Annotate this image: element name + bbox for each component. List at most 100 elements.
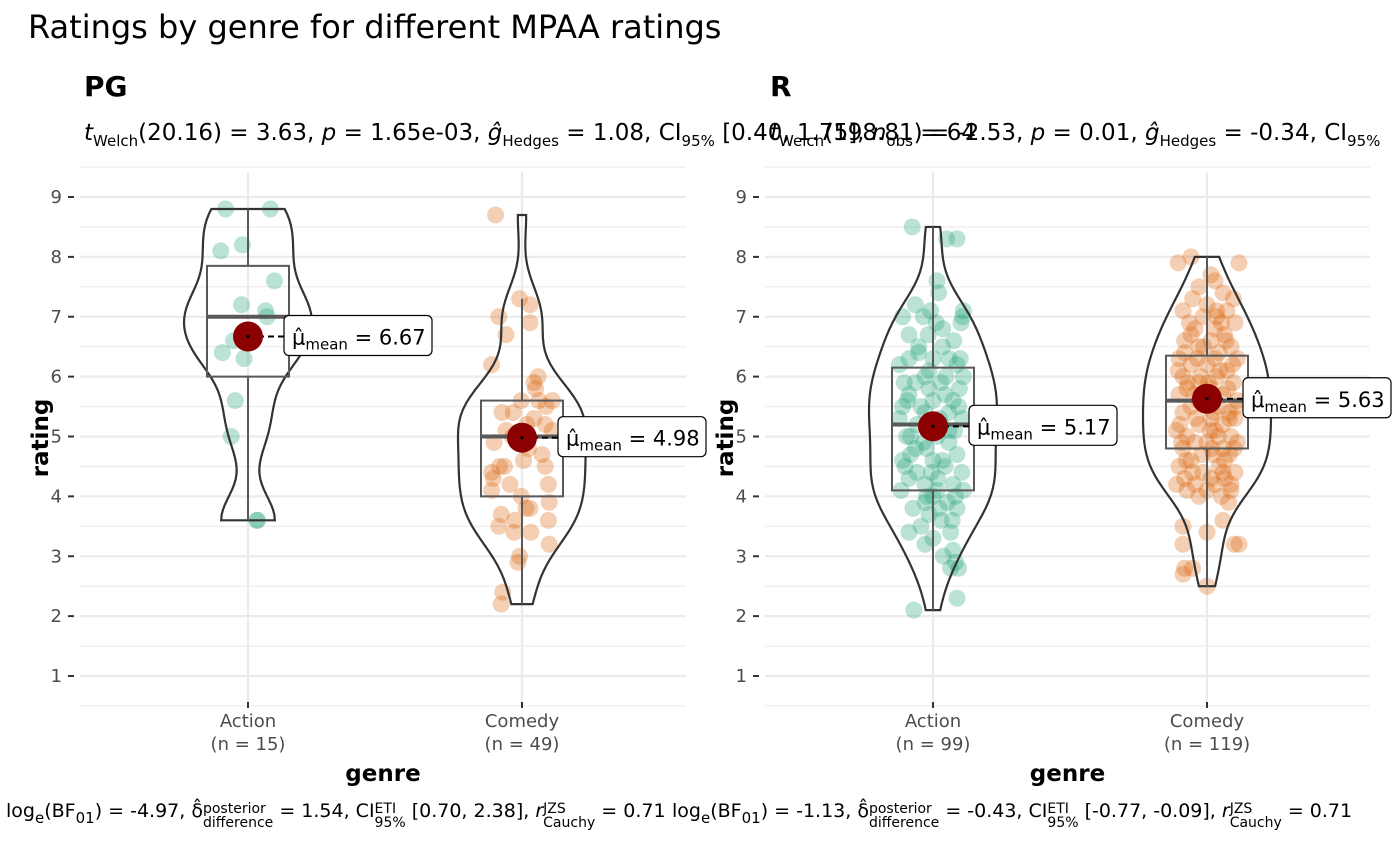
data-point bbox=[213, 344, 231, 362]
x-tick-label: Action bbox=[905, 711, 961, 732]
delta-supsub: posterior difference bbox=[203, 802, 273, 830]
df-value: (198.81) bbox=[824, 120, 923, 146]
r-sup: JZS bbox=[1229, 801, 1253, 817]
p-value: = 0.01, bbox=[1052, 120, 1138, 146]
y-axis-title: rating bbox=[713, 399, 739, 478]
mean-label: μ̂mean = 5.63 bbox=[1242, 377, 1392, 419]
data-point bbox=[912, 517, 930, 535]
violin bbox=[1141, 255, 1273, 588]
data-point bbox=[894, 451, 912, 469]
data-point bbox=[906, 296, 924, 314]
x-tick-label: Comedy bbox=[1170, 711, 1245, 732]
ci-sup: ETI bbox=[374, 801, 397, 817]
data-point bbox=[906, 439, 924, 457]
bf-arg: (BF bbox=[710, 800, 742, 822]
data-point bbox=[525, 374, 543, 392]
data-point bbox=[1184, 559, 1202, 577]
data-point bbox=[504, 404, 522, 422]
data-point bbox=[1220, 404, 1238, 422]
mean-label-part: mean bbox=[579, 437, 622, 455]
bf-sub: e bbox=[700, 809, 711, 827]
data-point bbox=[951, 350, 969, 368]
data-point bbox=[1172, 433, 1190, 451]
ci-sub: 95% bbox=[681, 132, 715, 150]
data-point bbox=[1179, 374, 1197, 392]
mean-label-text: μ̂mean = 4.98 bbox=[566, 427, 700, 455]
data-point bbox=[937, 368, 955, 386]
t-value: = -2.53, bbox=[929, 120, 1024, 146]
data-point bbox=[511, 290, 529, 308]
data-point bbox=[922, 302, 940, 320]
data-point bbox=[509, 553, 527, 571]
ci-sub: 95% bbox=[374, 815, 406, 831]
r-value: = 0.71 bbox=[1287, 800, 1353, 822]
delta-label: δ̂ bbox=[857, 800, 869, 822]
data-point bbox=[536, 457, 554, 475]
bf-label: log bbox=[6, 800, 35, 822]
data-point bbox=[1220, 493, 1238, 511]
delta-sub: difference bbox=[202, 815, 274, 831]
data-point bbox=[1174, 535, 1192, 553]
data-point bbox=[1184, 463, 1202, 481]
y-tick-label: 5 bbox=[736, 427, 747, 448]
data-point bbox=[932, 511, 950, 529]
data-point bbox=[1216, 451, 1234, 469]
data-point bbox=[948, 445, 966, 463]
mean-label: μ̂mean = 4.98 bbox=[557, 416, 707, 458]
data-point bbox=[950, 380, 968, 398]
data-point bbox=[916, 368, 934, 386]
data-point bbox=[1226, 410, 1244, 428]
data-point bbox=[916, 493, 934, 511]
data-point bbox=[1220, 445, 1238, 463]
data-point bbox=[912, 398, 930, 416]
data-point bbox=[1169, 254, 1187, 272]
p-label: p bbox=[1030, 120, 1046, 146]
data-point bbox=[918, 439, 936, 457]
mean-label-part: μ̂ bbox=[977, 415, 990, 439]
data-point bbox=[1174, 368, 1192, 386]
y-axis-title: rating bbox=[28, 399, 54, 478]
mean-label-part: μ̂ bbox=[1251, 388, 1264, 412]
data-point bbox=[1178, 428, 1196, 445]
y-tick-label: 2 bbox=[736, 606, 747, 627]
data-point bbox=[916, 535, 934, 553]
bf-value: ) = -1.13, bbox=[760, 800, 852, 822]
g-sub: Hedges bbox=[1159, 132, 1217, 150]
data-point bbox=[537, 398, 555, 416]
data-point bbox=[490, 308, 508, 326]
data-point bbox=[1168, 422, 1186, 440]
data-point bbox=[265, 272, 283, 290]
x-axis-title: genre bbox=[1030, 761, 1105, 787]
data-point bbox=[529, 368, 547, 386]
violin bbox=[867, 225, 999, 612]
y-tick-label: 9 bbox=[736, 187, 747, 208]
data-point bbox=[1174, 565, 1192, 583]
data-point bbox=[950, 398, 968, 416]
y-tick-label: 5 bbox=[51, 427, 62, 448]
r-value: = 0.71 bbox=[601, 800, 666, 822]
data-point bbox=[900, 469, 918, 487]
t-label: t bbox=[770, 120, 780, 146]
delta-sup: posterior bbox=[202, 801, 266, 817]
data-point bbox=[890, 356, 908, 374]
t-label: t bbox=[84, 120, 94, 146]
delta-value: = -0.43, bbox=[945, 800, 1023, 822]
data-point bbox=[1190, 278, 1208, 296]
mean-label-part: μ̂ bbox=[566, 427, 579, 451]
mean-label-part: = 5.17 bbox=[1033, 415, 1111, 439]
mean-point-center bbox=[1205, 397, 1209, 401]
mean-label-text: μ̂mean = 5.63 bbox=[1251, 388, 1385, 416]
data-point bbox=[1182, 451, 1200, 469]
data-point bbox=[1218, 302, 1236, 320]
data-point bbox=[1228, 433, 1246, 451]
x-tick-n-label: (n = 119) bbox=[1164, 734, 1250, 755]
data-point bbox=[1214, 511, 1232, 529]
data-point bbox=[495, 457, 513, 475]
y-tick-label: 2 bbox=[51, 606, 62, 627]
data-point bbox=[920, 362, 938, 380]
data-point bbox=[517, 499, 535, 517]
panel-r: 1 2 3 4 5 6 7 8 9 rating Action(n = 99) Comedy(n = … bbox=[713, 166, 1392, 787]
data-point bbox=[521, 296, 539, 314]
data-point bbox=[1188, 350, 1206, 368]
y-tick-label: 7 bbox=[51, 307, 62, 328]
